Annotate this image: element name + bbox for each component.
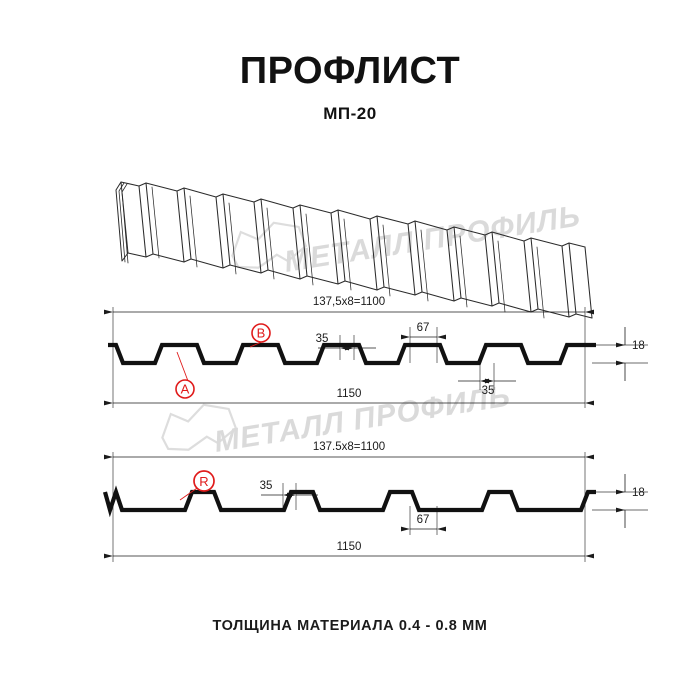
- dimension-label-valley: 67: [417, 322, 430, 334]
- callout-r-label: R: [199, 474, 208, 489]
- watermark-upper: МЕТАЛЛ ПРОФИЛЬ: [231, 199, 583, 279]
- dimension-label-height: 18: [632, 340, 645, 352]
- model-subtitle: МП-20: [323, 104, 377, 123]
- callout-r: R: [179, 470, 215, 501]
- callout-a-label: A: [181, 382, 190, 397]
- dimension-label-pitch-2: 137.5x8=1100: [313, 441, 385, 453]
- page-title: ПРОФЛИСТ: [239, 50, 461, 92]
- dimension-label-rib-top-3: 35: [260, 480, 273, 492]
- profile-section-r: 137.5x8=1100 1150 35 67 18 R: [102, 441, 648, 562]
- material-thickness-note: ТОЛЩИНА МАТЕРИАЛА 0.4 - 0.8 ММ: [212, 618, 488, 634]
- callout-a: A: [175, 351, 195, 399]
- callout-b: B: [249, 323, 271, 348]
- title-block: ПРОФЛИСТ МП-20: [0, 52, 700, 124]
- footer-block: ТОЛЩИНА МАТЕРИАЛА 0.4 - 0.8 ММ: [0, 618, 700, 634]
- dimension-label-pitch: 137,5x8=1100: [313, 296, 385, 308]
- dimension-label-height-2: 18: [632, 487, 645, 499]
- watermark-text: МЕТАЛЛ ПРОФИЛЬ: [282, 199, 583, 278]
- dimension-label-total-2: 1150: [337, 541, 362, 553]
- dimension-label-rib-top-2: 35: [482, 385, 495, 397]
- callout-b-label: B: [257, 326, 266, 341]
- profile-outline-top: [108, 342, 596, 366]
- dimension-label-rib-top: 35: [316, 333, 329, 345]
- profile-outline-bottom: [102, 485, 596, 518]
- dimension-label-total: 1150: [337, 388, 362, 400]
- profile-section-a-b: 137,5x8=1100 1150 35 67 35 18: [104, 296, 648, 408]
- dimension-label-valley-2: 67: [417, 514, 430, 526]
